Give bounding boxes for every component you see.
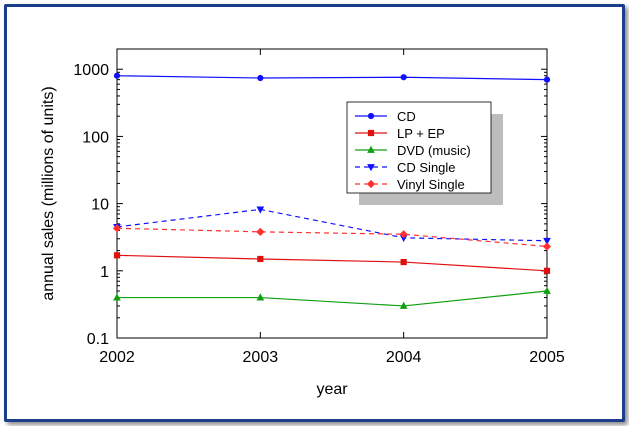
series-cd-single	[113, 206, 551, 246]
series-line-lp-ep	[116, 254, 548, 272]
chart-svg: 2002 2003 2004 2005 0.1 1 10 100 1000 CD LP + EP D…	[40, 48, 565, 398]
x-axis-label: year	[316, 381, 348, 398]
series-layer	[112, 72, 552, 309]
data-point-lp-ep	[543, 267, 551, 274]
x-tick-label: 2004	[386, 349, 422, 366]
data-point-vinyl-single	[112, 224, 122, 233]
axis-ticks: 2002 2003 2004 2005 0.1 1 10 100 1000	[73, 48, 565, 366]
y-tick-label: 0.1	[87, 331, 109, 348]
legend-label: CD	[397, 109, 416, 124]
data-point-cd-single	[256, 206, 265, 214]
y-axis-label: annual sales (millions of units)	[40, 86, 57, 300]
data-point-cd	[543, 76, 551, 83]
data-point-vinyl-single	[542, 242, 552, 251]
legend-label: LP + EP	[397, 126, 445, 141]
x-tick-label: 2002	[99, 349, 135, 366]
series-line-vinyl-single	[116, 227, 548, 248]
series-dvd-music	[113, 286, 551, 309]
legend-item-vinyl-single: Vinyl Single	[355, 177, 465, 192]
series-line-cd	[116, 75, 548, 81]
chart-frame: 2002 2003 2004 2005 0.1 1 10 100 1000 CD LP + EP D…	[4, 4, 625, 422]
legend-marker	[367, 145, 375, 153]
series-line-dvd-music	[117, 290, 548, 307]
series-line-cd-single	[116, 208, 548, 242]
legend-label: CD Single	[397, 160, 456, 175]
x-tick-label: 2005	[529, 349, 565, 366]
legend-item-dvd-music: DVD (music)	[355, 143, 471, 158]
data-point-lp-ep	[257, 255, 264, 263]
data-point-dvd-music	[543, 286, 551, 294]
legend-label: Vinyl Single	[397, 177, 465, 192]
data-point-cd	[400, 74, 407, 81]
legend-marker	[366, 179, 376, 189]
data-point-cd-single	[543, 237, 551, 246]
x-tick-label: 2003	[243, 349, 279, 366]
data-point-dvd-music	[113, 293, 121, 301]
legend-marker	[367, 164, 375, 172]
legend-item-cd: CD	[355, 109, 416, 124]
data-point-dvd-music	[256, 293, 265, 301]
data-point-cd	[257, 74, 264, 82]
data-point-vinyl-single	[256, 227, 265, 236]
data-point-lp-ep	[113, 252, 121, 259]
y-tick-label: 100	[82, 129, 109, 146]
data-point-dvd-music	[399, 301, 408, 309]
legend-item-lp-ep: LP + EP	[355, 126, 445, 141]
y-tick-label: 10	[91, 197, 109, 214]
series-vinyl-single	[112, 224, 552, 251]
plot-area	[116, 48, 548, 339]
data-point-vinyl-single	[399, 230, 408, 239]
legend-marker	[367, 112, 375, 120]
data-point-lp-ep	[400, 258, 407, 266]
series-cd	[113, 72, 551, 83]
legend-label: DVD (music)	[397, 143, 471, 158]
legend-item-cd-single: CD Single	[355, 160, 456, 175]
series-lp-ep	[113, 252, 551, 274]
y-tick-label: 1	[100, 264, 109, 281]
data-point-cd	[113, 72, 121, 79]
legend-marker	[367, 129, 375, 137]
y-tick-label: 1000	[73, 62, 109, 79]
legend: CD LP + EP DVD (music) CD Single Vinyl Singl…	[346, 101, 503, 205]
